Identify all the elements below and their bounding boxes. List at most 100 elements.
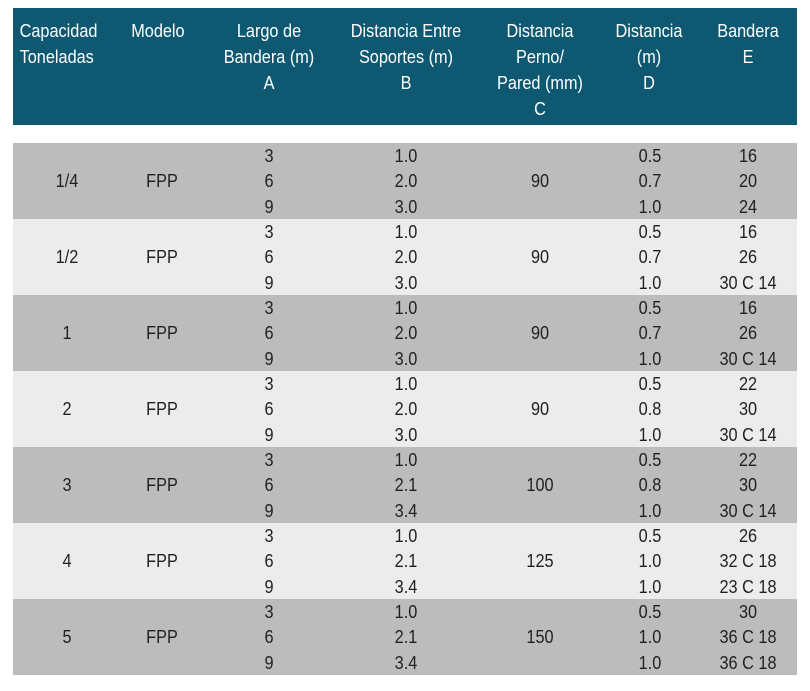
cell-e-line: 22 [738,373,758,394]
cell-b-line: 3.0 [394,423,418,445]
cell-capacidad: 2 [62,398,72,419]
cell-c: 90 [530,170,550,191]
cell-d-line: 1.0 [638,575,662,597]
cell-a: 3 6 9 [229,143,310,219]
header-distancia-d-line3: D [643,72,655,93]
cell-e-line: 23 C 18 [719,575,777,597]
cell-a: 3 6 9 [229,599,310,675]
table-row: 1/4 FPP 3 6 9 1.0 2.0 3.0 90 0.5 0.7 1.0 16 20 24 [13,143,797,219]
header-modelo-line1: Modelo [131,20,185,41]
cell-e-line: 30 C 14 [719,423,777,445]
cell-d-line: 1.0 [638,347,662,369]
cell-a-line: 9 [264,575,274,597]
cell-d-line: 0.7 [638,170,662,192]
cell-d: 0.5 0.7 1.0 [606,143,694,219]
cell-b-line: 2.1 [394,626,418,648]
header-capacidad-line2: Toneladas [19,46,94,67]
cell-a-line: 6 [264,474,274,496]
header-bandera-line2: E [742,46,754,67]
cell-b-line: 3.0 [394,195,418,217]
header-distancia-perno-line1: Distancia [506,20,574,41]
cell-b-line: 1.0 [394,373,418,394]
cell-d-line: 0.5 [638,449,662,470]
header-distancia-entre-line2: Soportes (m) [358,46,454,67]
cell-a-line: 6 [264,170,274,192]
cell-a-line: 9 [264,195,274,217]
cell-a-line: 3 [264,449,274,470]
cell-a-line: 3 [264,601,274,622]
cell-e: 16 20 24 [700,143,797,219]
header-capacidad-line1: Capacidad [19,20,98,41]
cell-b-line: 1.0 [394,525,418,546]
cell-d-line: 0.5 [638,297,662,318]
cell-b: 1.0 2.1 3.4 [362,447,450,523]
cell-e: 30 36 C 18 36 C 18 [700,599,797,675]
cell-b-line: 1.0 [394,449,418,470]
cell-d-line: 0.5 [638,373,662,394]
header-distancia-entre-line3: B [400,72,412,93]
cell-modelo: FPP [146,322,178,343]
cell-b-line: 1.0 [394,297,418,318]
cell-d-line: 0.7 [638,322,662,344]
cell-c: 90 [530,246,550,267]
cell-modelo: FPP [146,626,178,647]
cell-a-line: 3 [264,297,274,318]
cell-b: 1.0 2.0 3.0 [362,219,450,295]
cell-b: 1.0 2.1 3.4 [362,523,450,599]
cell-modelo: FPP [146,474,178,495]
cell-c: 100 [526,474,554,495]
cell-e-line: 16 [738,297,758,318]
cell-a: 3 6 9 [229,371,310,447]
header-spacer [13,125,797,143]
cell-b-line: 3.4 [394,651,418,673]
header-modelo: Modelo [131,18,193,44]
cell-a: 3 6 9 [229,447,310,523]
cell-a-line: 3 [264,373,274,394]
cell-e-line: 30 [738,601,758,622]
cell-e-line: 30 C 14 [719,499,777,521]
cell-e: 22 30 30 C 14 [700,447,797,523]
cell-modelo: FPP [146,170,178,191]
table-row: 3 FPP 3 6 9 1.0 2.1 3.4 100 0.5 0.8 1.0 22 30 30 C 14 [13,447,797,523]
cell-a: 3 6 9 [229,219,310,295]
cell-b-line: 2.0 [394,170,418,192]
cell-d-line: 0.5 [638,601,662,622]
header-largo: Largo de Bandera (m) A [214,18,325,96]
header-distancia-perno: Distancia Perno/ Pared (mm) C [484,18,597,122]
cell-e-line: 30 C 14 [719,347,777,369]
header-distancia-perno-line4: C [534,98,546,119]
header-bandera-line1: Bandera [717,20,779,41]
cell-a-line: 6 [264,322,274,344]
cell-modelo: FPP [146,246,178,267]
cell-b-line: 1.0 [394,145,418,166]
cell-e-line: 16 [738,145,758,166]
cell-capacidad: 4 [62,550,72,571]
cell-modelo: FPP [146,550,178,571]
cell-capacidad: 5 [62,626,72,647]
cell-b: 1.0 2.0 3.0 [362,295,450,371]
cell-e-line: 22 [738,449,758,470]
header-largo-line1: Largo de [236,20,302,41]
cell-a-line: 9 [264,271,274,293]
table-row: 1 FPP 3 6 9 1.0 2.0 3.0 90 0.5 0.7 1.0 16 26 30 C 14 [13,295,797,371]
cell-b: 1.0 2.0 3.0 [362,143,450,219]
cell-e-line: 32 C 18 [719,550,777,572]
cell-c: 90 [530,398,550,419]
cell-b-line: 3.0 [394,347,418,369]
cell-e-line: 36 C 18 [719,626,777,648]
cell-e-line: 16 [738,221,758,242]
header-distancia-perno-line3: Pared (mm) [497,72,583,93]
header-distancia-entre-line1: Distancia Entre [350,20,462,41]
cell-b-line: 3.4 [394,499,418,521]
cell-c: 150 [526,626,554,647]
cell-e: 16 26 30 C 14 [700,295,797,371]
cell-b-line: 1.0 [394,221,418,242]
cell-d: 0.5 0.8 1.0 [606,371,694,447]
cell-e-line: 24 [738,195,758,217]
table-row: 4 FPP 3 6 9 1.0 2.1 3.4 125 0.5 1.0 1.0 26 32 C 18 23 … [13,523,797,599]
cell-a-line: 9 [264,651,274,673]
cell-e-line: 26 [738,246,758,268]
cell-modelo: FPP [146,398,178,419]
cell-e: 16 26 30 C 14 [700,219,797,295]
cell-d-line: 0.5 [638,525,662,546]
